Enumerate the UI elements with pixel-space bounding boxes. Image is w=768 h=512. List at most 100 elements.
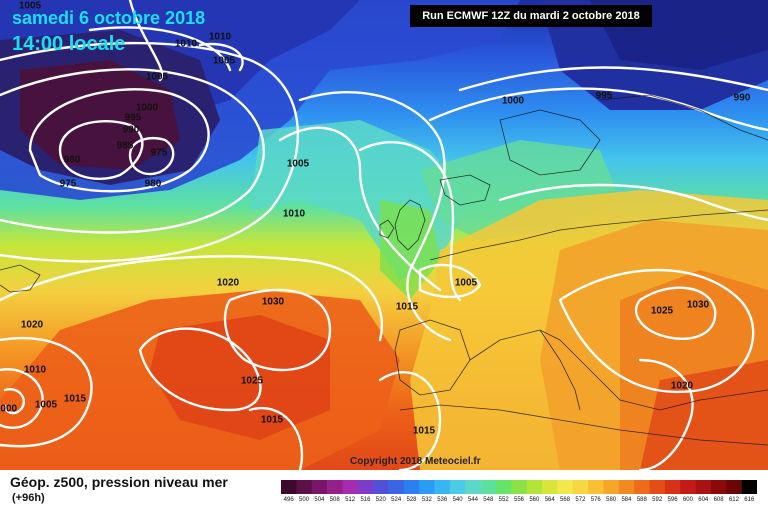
scale-tick-label: 508 — [330, 497, 341, 503]
legend-footer: Géop. z500, pression niveau mer (+96h) 4… — [0, 470, 768, 512]
scale-swatch — [327, 480, 343, 494]
isobar-label: 1010 — [24, 365, 47, 376]
scale-swatch — [649, 480, 666, 494]
scale-swatch — [634, 480, 650, 494]
forecast-range: (+96h) — [12, 492, 45, 504]
isobar — [638, 358, 694, 470]
coastline — [399, 404, 768, 446]
isobar — [358, 140, 462, 302]
scale-swatch — [495, 480, 512, 494]
scale-swatch — [618, 480, 635, 494]
scale-swatch — [419, 480, 435, 494]
isobar — [378, 370, 442, 470]
isobar-label: 1020 — [21, 320, 44, 331]
isobar-label: 980 — [145, 179, 162, 190]
isobar — [28, 88, 210, 193]
scale-tick-label: 604 — [698, 497, 709, 503]
isobar — [634, 286, 717, 340]
scale-tick-label: 540 — [453, 497, 464, 503]
scale-swatch — [296, 480, 312, 494]
isobar — [298, 90, 452, 342]
isobar-label: 1005 — [35, 400, 58, 411]
coastline — [439, 174, 491, 206]
isobar — [128, 0, 164, 82]
scale-swatch — [281, 480, 297, 494]
scale-tick-label: 496 — [284, 497, 295, 503]
coastline — [0, 264, 41, 293]
isobar-label: 1005 — [213, 56, 236, 67]
scale-swatch — [603, 480, 620, 494]
scale-tick-label: 536 — [437, 497, 448, 503]
isobar-label: 1000 — [0, 404, 18, 415]
scale-swatch — [726, 480, 742, 494]
isobar-label: 1005 — [146, 72, 169, 83]
isobar — [458, 66, 768, 92]
isobar-label: 1010 — [175, 39, 198, 50]
copyright-text: Copyright 2018 Meteociel.fr — [350, 456, 481, 467]
isobar — [0, 368, 44, 429]
isobar — [248, 407, 303, 470]
geopotential-field — [150, 315, 330, 440]
scale-tick-label: 512 — [345, 497, 356, 503]
scale-tick-label: 528 — [407, 497, 418, 503]
scale-tick-label: 564 — [545, 497, 556, 503]
scale-tick-label: 560 — [529, 497, 540, 503]
scale-tick-label: 504 — [314, 497, 325, 503]
isobar — [278, 126, 442, 292]
model-run-label: Run ECMWF 12Z du mardi 2 octobre 2018 — [410, 5, 652, 27]
color-scale: 496 500 504 508 512 516 520 524 528 532 536 540 544 5… — [281, 480, 757, 503]
isobar-label: 1005 — [19, 1, 42, 12]
geopotential-field — [20, 60, 180, 170]
isobar — [58, 120, 144, 180]
scale-tick-label: 576 — [591, 497, 602, 503]
scale-swatch — [449, 480, 466, 494]
isobar-label: 990 — [123, 125, 140, 136]
isobar — [198, 42, 244, 72]
isobar-label: 980 — [64, 155, 81, 166]
isobar-label: 1010 — [209, 32, 232, 43]
coastline — [379, 219, 395, 239]
isobar-label: 1005 — [287, 159, 310, 170]
isobar-label: 1015 — [396, 302, 419, 313]
scale-tick-label: 612 — [729, 497, 740, 503]
isobar-label: 1020 — [217, 278, 240, 289]
isobar — [138, 327, 262, 412]
isobar-label: 1015 — [64, 394, 87, 405]
scale-swatch — [342, 480, 359, 494]
scale-tick-label: 600 — [683, 497, 694, 503]
isobar — [418, 263, 482, 299]
isobar-label: 1015 — [261, 415, 284, 426]
isobar-label: 1025 — [241, 376, 264, 387]
scale-tick-label: 552 — [499, 497, 510, 503]
scale-tick-label: 524 — [391, 497, 402, 503]
isobar-label: 1020 — [671, 381, 694, 392]
scale-swatch — [434, 480, 451, 494]
isobar-label: 1005 — [455, 278, 478, 289]
scale-tick-label: 516 — [360, 497, 371, 503]
scale-swatch — [588, 480, 604, 494]
scale-tick-label: 548 — [483, 497, 494, 503]
scale-tick-label: 500 — [299, 497, 310, 503]
isobar — [498, 183, 768, 222]
isobar-label: 1015 — [413, 426, 436, 437]
scale-swatch — [480, 480, 497, 494]
coastline — [469, 329, 768, 411]
isobar — [223, 288, 332, 372]
scale-swatch — [526, 480, 543, 494]
coastline — [599, 94, 768, 141]
isobar-label: 975 — [60, 179, 77, 190]
isobar — [88, 26, 232, 72]
scale-swatch — [572, 480, 589, 494]
legend-title: Géop. z500, pression niveau mer — [10, 474, 228, 490]
isobar-label: 975 — [151, 148, 168, 159]
forecast-date: samedi 6 octobre 2018 — [12, 8, 206, 28]
isobar-label: 995 — [596, 91, 613, 102]
isobar-label: 1000 — [502, 96, 525, 107]
scale-tick-label: 568 — [560, 497, 571, 503]
scale-tick-label: 556 — [514, 497, 525, 503]
scale-swatch — [403, 480, 420, 494]
scale-swatch — [311, 480, 328, 494]
isobar — [0, 336, 93, 448]
isobar-label: 1025 — [651, 306, 674, 317]
